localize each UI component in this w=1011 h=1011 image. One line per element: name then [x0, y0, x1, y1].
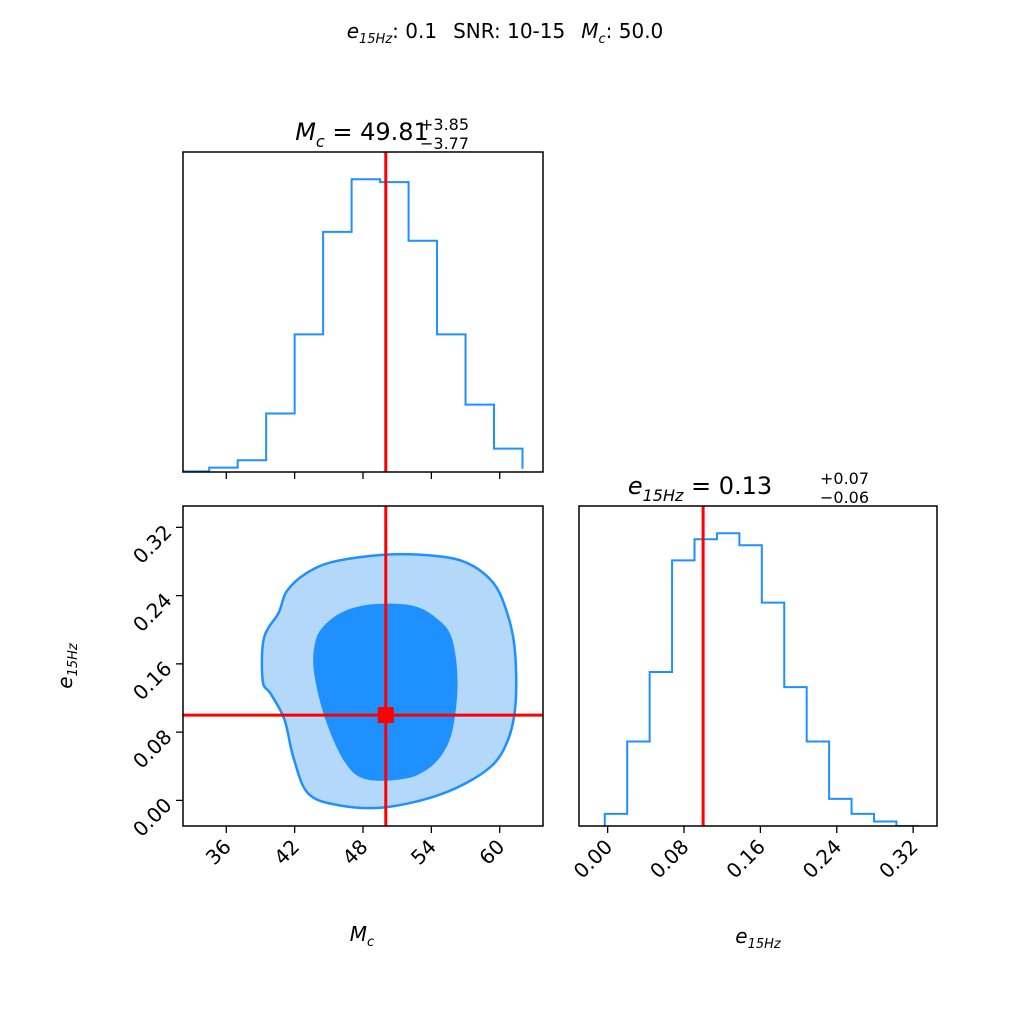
- e15hz-histogram-plot-area: 0.00 0.08 0.16 0.24 0.32: [569, 505, 938, 883]
- e15hz-bottom-axis-label: e15Hz: [735, 924, 782, 952]
- e15hz-bins: [603, 532, 919, 826]
- mc-bin: [266, 413, 294, 472]
- mc-bins: [183, 178, 524, 472]
- suptitle: e15Hz: 0.1 SNR: 10-15 Mc: 50.0: [347, 19, 664, 47]
- suptitle-e-subscript: 15Hz: [359, 32, 393, 47]
- e15hz-bin: [650, 672, 672, 826]
- suptitle-mc-subscript: c: [599, 32, 606, 47]
- e-title-plus-error: +0.07: [820, 469, 869, 488]
- e15hz-bin: [829, 799, 851, 826]
- truth-marker: [377, 707, 394, 724]
- panel-joint-contour: 36 42 48 54 60 0.00 0.08 0.16 0.24 0.32 Mc e15Hz: [53, 505, 544, 950]
- mc-bin: [352, 179, 380, 472]
- mc-bin: [409, 241, 437, 472]
- e15hz-histogram-steps: [603, 532, 919, 826]
- e15hz-xtick-label: 0.24: [798, 835, 846, 883]
- suptitle-e-symbol: e: [347, 19, 359, 43]
- e-title-minus-error: −0.06: [820, 488, 869, 507]
- e15hz-ytick-label: 0.00: [128, 793, 176, 841]
- joint-contour-plot-area: 36 42 48 54 60 0.00 0.08 0.16 0.24 0.32: [128, 505, 544, 870]
- mc-histogram-title: Mc = 49.81: [295, 118, 429, 151]
- contour-layer: [183, 506, 543, 826]
- e15hz-xtick-label: 0.32: [874, 835, 922, 883]
- suptitle-snr: SNR: 10-15: [453, 19, 565, 43]
- panel-mc-histogram: Mc = 49.81 +3.85 −3.77: [182, 115, 544, 479]
- mc-bin: [323, 232, 351, 472]
- mc-histogram-plot-area: [182, 151, 544, 479]
- e15hz-axis-label: e15Hz: [53, 642, 81, 689]
- e15hz-xtick-label: 0.00: [569, 835, 617, 883]
- e15hz-bin: [717, 533, 739, 826]
- mc-bin: [437, 334, 465, 472]
- e15hz-xtick-label: 0.16: [721, 835, 769, 883]
- mc-bin: [295, 334, 323, 472]
- e15hz-histogram-title: e15Hz = 0.13: [628, 472, 772, 505]
- mc-title-plus-error: +3.85: [420, 115, 469, 134]
- e15hz-bin: [807, 741, 829, 826]
- e15hz-ytick-label: 0.08: [128, 725, 176, 773]
- e15hz-bin: [852, 814, 874, 826]
- e15hz-ytick-label: 0.24: [128, 588, 176, 636]
- suptitle-mc-value: : 50.0: [606, 19, 664, 43]
- mc-xtick-label: 36: [201, 835, 236, 870]
- e-title-subscript: 15Hz: [643, 486, 684, 505]
- mc-bin: [494, 449, 522, 472]
- e15hz-xtick-label: 0.08: [645, 835, 693, 883]
- e15hz-bin: [784, 687, 806, 826]
- e15hz-ytick-label: 0.32: [128, 520, 176, 568]
- e15hz-ytick-label: 0.16: [128, 656, 176, 704]
- mc-xtick-label: 60: [474, 835, 509, 870]
- mc-title-symbol: M: [295, 118, 316, 146]
- e15hz-frame: [578, 505, 938, 827]
- suptitle-e-value: : 0.1: [392, 19, 437, 43]
- e15hz-bin: [762, 603, 784, 826]
- e15hz-bin: [672, 560, 694, 826]
- mc-title-subscript: c: [316, 132, 325, 151]
- mc-bin: [238, 460, 266, 472]
- mc-bin: [466, 405, 494, 472]
- mc-xtick-label: 48: [338, 835, 373, 870]
- mc-histogram-steps: [183, 178, 524, 472]
- mc-xtick-label: 42: [269, 835, 304, 870]
- e15hz-bin: [627, 741, 649, 826]
- e15hz-bin: [695, 539, 717, 826]
- mc-title-minus-error: −3.77: [420, 134, 469, 153]
- suptitle-mc-symbol: M: [581, 19, 598, 43]
- e-title-value: = 0.13: [683, 472, 772, 500]
- e15hz-bin: [739, 545, 761, 826]
- e15hz-bin: [605, 814, 627, 826]
- mc-axis-label: Mc: [350, 922, 374, 950]
- panel-e15hz-histogram: e15Hz = 0.13 +0.07 −0.06 0.00 0.08 0.16 0.2…: [569, 469, 938, 952]
- mc-xtick-label: 54: [406, 835, 441, 870]
- e-title-symbol: e: [628, 472, 643, 500]
- mc-title-value: = 49.81: [325, 118, 429, 146]
